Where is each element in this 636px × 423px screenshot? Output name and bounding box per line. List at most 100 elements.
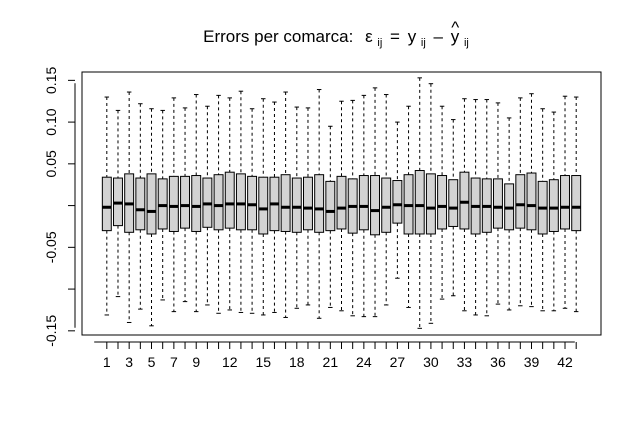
box-iqr <box>448 179 459 227</box>
box-group-19 <box>303 107 313 306</box>
title-y: y <box>408 27 417 46</box>
x-tick-label: 39 <box>524 354 540 370</box>
box-group-23 <box>347 99 358 317</box>
x-tick-label: 1 <box>103 354 111 370</box>
box-iqr <box>492 178 503 229</box>
plot-frame <box>81 71 602 336</box>
title-prefix: Errors per comarca: <box>203 27 353 46</box>
x-tick-label: 33 <box>457 354 473 370</box>
box-group-17 <box>280 91 291 318</box>
box-group-4 <box>135 103 146 310</box>
box-group-24 <box>358 94 369 318</box>
box-iqr <box>381 177 392 233</box>
box-iqr <box>526 172 537 231</box>
box-iqr <box>425 173 436 235</box>
box-iqr <box>336 175 347 230</box>
box-group-14 <box>247 108 258 314</box>
box-iqr <box>157 178 168 230</box>
box-group-32 <box>448 119 459 297</box>
x-tick-label: 18 <box>289 354 305 370</box>
title-y-subscript: ij <box>421 37 426 49</box>
box-group-8 <box>180 107 191 303</box>
box-group-13 <box>235 90 246 313</box>
box-iqr <box>459 171 470 230</box>
x-tick-label: 9 <box>192 354 200 370</box>
box-iqr <box>168 175 179 232</box>
box-group-39 <box>526 93 537 308</box>
box-group-2 <box>113 109 123 298</box>
box-group-43 <box>571 96 582 313</box>
box-group-7 <box>168 97 179 313</box>
box-group-3 <box>124 91 135 323</box>
box-group-12 <box>224 97 235 311</box>
box-group-1 <box>101 96 112 316</box>
title-minus: – <box>434 27 444 46</box>
y-tick-label: -0.15 <box>43 315 59 347</box>
box-group-18 <box>291 106 302 309</box>
box-iqr <box>224 171 235 229</box>
box-iqr <box>392 180 403 224</box>
title-equals: = <box>390 27 400 46</box>
chart-title: Errors per comarca: ε ij = y ij – y ij <box>203 27 469 50</box>
box-group-35 <box>481 99 492 317</box>
box-iqr <box>515 174 526 229</box>
box-group-36 <box>492 102 503 305</box>
box-iqr <box>235 173 246 231</box>
box-iqr <box>571 175 582 232</box>
box-iqr <box>325 180 336 232</box>
box-group-10 <box>202 105 213 306</box>
box-group-27 <box>392 121 403 279</box>
title-yhat-accent: ^ <box>451 18 459 37</box>
y-tick-label: 0.10 <box>43 108 59 135</box>
box-group-29 <box>414 77 425 329</box>
x-tick-label: 7 <box>170 354 178 370</box>
x-tick-label: 30 <box>423 354 439 370</box>
box-group-34 <box>470 99 481 316</box>
box-group-30 <box>425 83 436 324</box>
box-iqr <box>213 174 224 231</box>
box-group-15 <box>258 98 269 316</box>
box-group-37 <box>504 117 515 311</box>
box-group-20 <box>314 89 325 319</box>
x-tick-label: 21 <box>323 354 339 370</box>
title-epsilon-subscript: ij <box>377 37 382 49</box>
box-group-26 <box>381 94 392 306</box>
box-iqr <box>370 175 380 236</box>
box-iqr <box>191 175 202 232</box>
box-group-9 <box>191 94 202 313</box>
box-iqr <box>247 175 258 231</box>
box-iqr <box>180 175 191 229</box>
box-group-21 <box>325 125 336 308</box>
x-axis-ticks: 1 3 5 7 9 12 15 18 21 24 27 30 33 36 39 42 <box>103 342 577 370</box>
box-group-25 <box>370 87 380 318</box>
box-iqr <box>291 177 302 233</box>
x-tick-label: 5 <box>148 354 156 370</box>
box-iqr <box>548 179 559 232</box>
title-yhat: y <box>451 27 460 46</box>
x-tick-label: 24 <box>356 354 372 370</box>
box-iqr <box>437 175 448 230</box>
box-iqr <box>101 176 112 232</box>
box-iqr <box>560 175 570 230</box>
box-group-28 <box>403 105 414 308</box>
title-yhat-subscript: ij <box>464 37 469 49</box>
x-tick-label: 15 <box>255 354 271 370</box>
box-iqr <box>146 173 157 235</box>
y-tick-label: -0.05 <box>43 231 59 263</box>
y-tick-label: 0.05 <box>43 150 59 177</box>
x-tick-label: 12 <box>222 354 238 370</box>
box-group-31 <box>437 105 448 300</box>
title-epsilon: ε <box>365 27 373 46</box>
y-axis-ticks: -0.15 -0.05 0.05 0.10 0.15 <box>43 67 75 347</box>
box-iqr <box>280 174 291 232</box>
box-iqr <box>258 176 269 235</box>
box-group-5 <box>146 108 157 327</box>
box-iqr <box>314 174 325 233</box>
box-group-16 <box>269 101 280 313</box>
x-tick-label: 3 <box>125 354 133 370</box>
box-group-38 <box>515 97 526 307</box>
box-group-42 <box>560 95 570 309</box>
box-group-41 <box>548 111 559 312</box>
box-group-6 <box>157 109 168 301</box>
